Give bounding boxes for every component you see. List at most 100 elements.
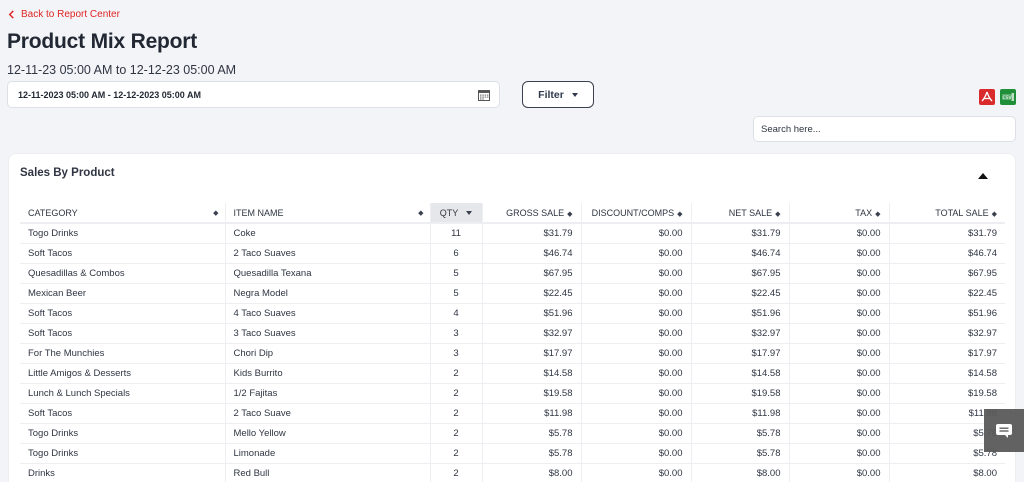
column-header-qty[interactable]: QTY (430, 203, 483, 224)
cell-gross-sale: $31.79 (482, 223, 582, 244)
cell-item-name: 1/2 Fajitas (225, 383, 431, 404)
cell-category: Togo Drinks (20, 223, 226, 244)
filter-label: Filter (538, 88, 564, 101)
column-header-item-name[interactable]: ITEM NAME ◆ (225, 203, 431, 224)
column-label: GROSS SALE (506, 207, 565, 218)
column-header-total-sale[interactable]: TOTAL SALE ◆ (889, 203, 1005, 224)
sales-table: CATEGORY ◆ ITEM NAME ◆ QTY GROSS SALE ◆ DIS… (20, 203, 1005, 482)
cell-gross-sale: $11.98 (482, 403, 582, 424)
cell-total-sale: $67.95 (889, 263, 1005, 284)
table-header-row: CATEGORY ◆ ITEM NAME ◆ QTY GROSS SALE ◆ DIS… (20, 203, 1005, 224)
cell-item-name: Red Bull (225, 463, 431, 482)
cell-category: For The Munchies (20, 343, 226, 364)
table-row[interactable]: Drinks Red Bull 2 $8.00 $0.00 $8.00 $0.00 $8.00 (20, 463, 1005, 482)
cell-category: Soft Tacos (20, 323, 226, 344)
column-header-tax[interactable]: TAX ◆ (789, 203, 890, 224)
collapse-caret-up-icon[interactable] (978, 173, 988, 179)
cell-total-sale: $5.78 (889, 443, 1005, 464)
cell-tax: $0.00 (789, 303, 890, 324)
table-row[interactable]: Lunch & Lunch Specials 1/2 Fajitas 2 $19.58… (20, 383, 1005, 404)
search-input[interactable] (753, 116, 1016, 142)
sort-icon: ◆ (875, 210, 881, 218)
cell-gross-sale: $5.78 (482, 443, 582, 464)
calendar-icon[interactable] (478, 89, 490, 101)
cell-qty: 2 (430, 463, 483, 482)
table-row[interactable]: Soft Tacos 2 Taco Suaves 6 $46.74 $0.00 $46.7… (20, 243, 1005, 264)
table-row[interactable]: Togo Drinks Mello Yellow 2 $5.78 $0.00 $5.78 $… (20, 423, 1005, 444)
cell-gross-sale: $19.58 (482, 383, 582, 404)
cell-item-name: Negra Model (225, 283, 431, 304)
cell-category: Drinks (20, 463, 226, 482)
caret-down-icon (571, 92, 578, 97)
cell-tax: $0.00 (789, 383, 890, 404)
date-range-input[interactable]: 12-11-2023 05:00 AM - 12-12-2023 05:00 A… (7, 81, 500, 108)
column-label: TOTAL SALE (935, 207, 989, 218)
cell-gross-sale: $14.58 (482, 363, 582, 384)
table-row[interactable]: Mexican Beer Negra Model 5 $22.45 $0.00 $22.4… (20, 283, 1005, 304)
cell-gross-sale: $32.97 (482, 323, 582, 344)
sort-icon: ◆ (677, 210, 683, 218)
table-row[interactable]: Togo Drinks Coke 11 $31.79 $0.00 $31.79 $0.00 $… (20, 223, 1005, 244)
table-row[interactable]: Quesadillas & Combos Quesadilla Texana 5 $6… (20, 263, 1005, 284)
cell-tax: $0.00 (789, 323, 890, 344)
table-row[interactable]: Togo Drinks Limonade 2 $5.78 $0.00 $5.78 $0.00… (20, 443, 1005, 464)
cell-item-name: Mello Yellow (225, 423, 431, 444)
table-row[interactable]: Little Amigos & Desserts Kids Burrito 2 $14… (20, 363, 1005, 384)
table-row[interactable]: Soft Tacos 2 Taco Suave 2 $11.98 $0.00 $11.98… (20, 403, 1005, 424)
cell-discount-comps: $0.00 (581, 223, 692, 244)
cell-item-name: 3 Taco Suaves (225, 323, 431, 344)
table-row[interactable]: Soft Tacos 4 Taco Suaves 4 $51.96 $0.00 $51.9… (20, 303, 1005, 324)
cell-tax: $0.00 (789, 463, 890, 482)
date-range-text: 12-11-23 05:00 AM to 12-12-23 05:00 AM (7, 63, 237, 77)
pdf-icon[interactable] (979, 89, 995, 105)
cell-net-sale: $46.74 (691, 243, 790, 264)
cell-category: Togo Drinks (20, 443, 226, 464)
cell-discount-comps: $0.00 (581, 383, 692, 404)
sales-by-product-card: Sales By Product CATEGORY ◆ ITEM NAME ◆ QT… (8, 153, 1016, 482)
csv-glyph-icon: CSV (1002, 93, 1014, 101)
cell-qty: 5 (430, 283, 483, 304)
column-header-discount-comps[interactable]: DISCOUNT/COMPS ◆ (581, 203, 692, 224)
cell-net-sale: $22.45 (691, 283, 790, 304)
table-row[interactable]: For The Munchies Chori Dip 3 $17.97 $0.00 $17… (20, 343, 1005, 364)
cell-gross-sale: $8.00 (482, 463, 582, 482)
cell-item-name: 2 Taco Suaves (225, 243, 431, 264)
cell-discount-comps: $0.00 (581, 283, 692, 304)
cell-tax: $0.00 (789, 243, 890, 264)
sort-icon: ◆ (775, 210, 781, 218)
column-header-category[interactable]: CATEGORY ◆ (20, 203, 226, 224)
cell-discount-comps: $0.00 (581, 403, 692, 424)
column-label: CATEGORY (28, 207, 78, 218)
cell-discount-comps: $0.00 (581, 363, 692, 384)
cell-net-sale: $8.00 (691, 463, 790, 482)
cell-item-name: Coke (225, 223, 431, 244)
cell-qty: 3 (430, 343, 483, 364)
cell-category: Togo Drinks (20, 423, 226, 444)
cell-net-sale: $11.98 (691, 403, 790, 424)
back-to-report-center-link[interactable]: Back to Report Center (8, 9, 120, 20)
cell-gross-sale: $46.74 (482, 243, 582, 264)
cell-discount-comps: $0.00 (581, 243, 692, 264)
cell-item-name: Quesadilla Texana (225, 263, 431, 284)
cell-qty: 2 (430, 403, 483, 424)
filter-button[interactable]: Filter (522, 81, 594, 108)
cell-net-sale: $5.78 (691, 423, 790, 444)
cell-item-name: 4 Taco Suaves (225, 303, 431, 324)
sort-icon: ◆ (567, 210, 573, 218)
cell-gross-sale: $5.78 (482, 423, 582, 444)
cell-qty: 3 (430, 323, 483, 344)
cell-category: Mexican Beer (20, 283, 226, 304)
cell-discount-comps: $0.00 (581, 423, 692, 444)
cell-category: Little Amigos & Desserts (20, 363, 226, 384)
column-label: DISCOUNT/COMPS (591, 207, 675, 218)
chat-widget-button[interactable] (984, 409, 1024, 452)
chevron-left-icon (8, 10, 14, 19)
column-header-gross-sale[interactable]: GROSS SALE ◆ (482, 203, 582, 224)
cell-category: Quesadillas & Combos (20, 263, 226, 284)
column-label: NET SALE (728, 207, 773, 218)
csv-icon[interactable]: CSV (1000, 89, 1016, 105)
cell-tax: $0.00 (789, 423, 890, 444)
cell-qty: 4 (430, 303, 483, 324)
column-header-net-sale[interactable]: NET SALE ◆ (691, 203, 790, 224)
table-row[interactable]: Soft Tacos 3 Taco Suaves 3 $32.97 $0.00 $32.9… (20, 323, 1005, 344)
